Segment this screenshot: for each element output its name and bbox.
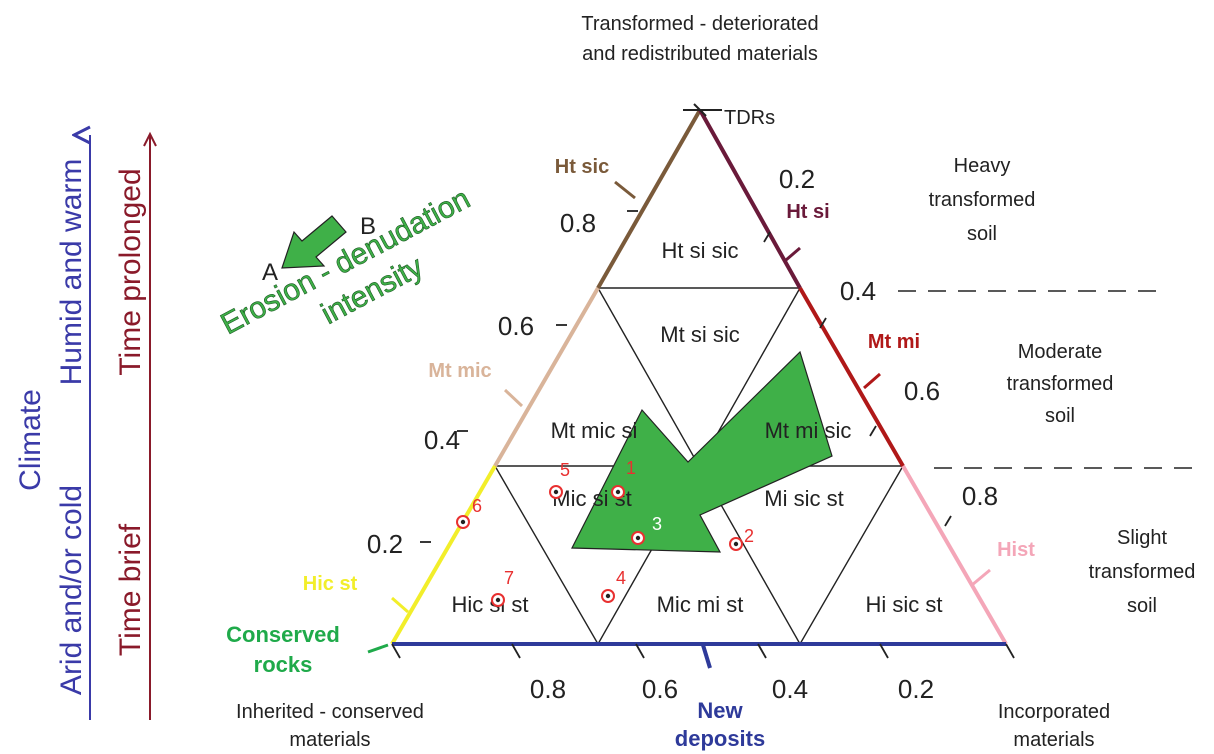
bottom-tick-06: 0.6: [642, 674, 678, 704]
right-tick-06: 0.6: [904, 376, 940, 406]
sample-point-2: 2: [729, 526, 754, 551]
triangle-edges: [390, 109, 1008, 646]
bottom-tick-02: 0.2: [898, 674, 934, 704]
bottom-tick-08: 0.8: [530, 674, 566, 704]
left-tick-08: 0.8: [560, 208, 596, 238]
region-mt-mi-sic: Mt mi sic: [765, 418, 852, 443]
sample-point-5: 5: [549, 460, 570, 499]
conserved-rocks-label-2: rocks: [254, 652, 313, 677]
bottom-tick-04: 0.4: [772, 674, 808, 704]
mt-mi-label: Mt mi: [868, 331, 920, 353]
erosion-label-b: B: [360, 213, 376, 240]
region-hic-si-st: Hic si st: [452, 592, 529, 617]
slight-zone-2: transformed: [1089, 561, 1196, 583]
svg-text:7: 7: [504, 568, 514, 588]
region-mt-si-sic: Mt si sic: [660, 322, 739, 347]
erosion-arrow-icon: [281, 215, 347, 269]
moderate-zone-3: soil: [1045, 405, 1075, 427]
left-tick-04: 0.4: [424, 425, 460, 455]
region-mic-mi-st: Mic mi st: [657, 592, 744, 617]
heavy-zone-2: transformed: [929, 189, 1036, 211]
right-tick-08: 0.8: [962, 481, 998, 511]
time-top-label: Time prolonged: [114, 168, 147, 375]
slight-zone-1: Slight: [1117, 527, 1167, 549]
ht-si-label: Ht si: [786, 201, 829, 223]
svg-text:1: 1: [626, 458, 636, 478]
svg-text:5: 5: [560, 460, 570, 480]
heavy-zone-3: soil: [967, 223, 997, 245]
top-corner-label-1: Transformed - deteriorated: [581, 13, 818, 35]
bottom-right-label-2: materials: [1013, 729, 1094, 751]
conserved-rocks-label-1: Conserved: [226, 622, 340, 647]
new-deposits-label-1: New: [697, 698, 743, 723]
top-mark: [683, 103, 722, 117]
svg-text:4: 4: [616, 568, 626, 588]
sample-points: 1 2 3 4 5 6 7: [456, 458, 754, 607]
climate-label: Climate: [14, 389, 47, 491]
bottom-left-label-1: Inherited - conserved: [236, 701, 424, 723]
top-corner-label-2: and redistributed materials: [582, 43, 818, 65]
left-tick-06: 0.6: [498, 311, 534, 341]
right-tick-04: 0.4: [840, 276, 876, 306]
sample-point-1: 1: [611, 458, 636, 499]
erosion-zone-arrow: [571, 350, 833, 553]
bottom-right-label-1: Incorporated: [998, 701, 1110, 723]
region-hi-sic-st: Hi sic st: [866, 592, 943, 617]
climate-bottom-label: Arid and/or cold: [55, 485, 88, 695]
time-bottom-label: Time brief: [114, 523, 147, 656]
erosion-label-a: A: [262, 259, 278, 286]
bottom-left-label-2: materials: [289, 729, 370, 751]
region-mi-sic-st: Mi sic st: [764, 486, 843, 511]
region-ht-si-sic: Ht si sic: [662, 238, 739, 263]
sample-point-3: 3: [631, 514, 662, 545]
heavy-zone-1: Heavy: [954, 155, 1011, 177]
mt-mic-label: Mt mic: [428, 360, 491, 382]
left-tick-02: 0.2: [367, 529, 403, 559]
svg-text:3: 3: [652, 514, 662, 534]
region-mt-mic-si: Mt mic si: [551, 418, 638, 443]
slight-zone-3: soil: [1127, 595, 1157, 617]
moderate-zone-1: Moderate: [1018, 341, 1103, 363]
hic-st-label: Hic st: [303, 573, 358, 595]
moderate-zone-2: transformed: [1007, 373, 1114, 395]
new-deposits-label-2: deposits: [675, 726, 765, 751]
sample-point-6: 6: [456, 496, 482, 529]
right-tick-02: 0.2: [779, 164, 815, 194]
sample-point-7: 7: [491, 568, 514, 607]
ht-sic-label: Ht sic: [555, 156, 609, 178]
svg-text:6: 6: [472, 496, 482, 516]
climate-top-label: Humid and warm: [55, 159, 88, 386]
hist-label: Hist: [997, 539, 1035, 561]
tdrs-label: TDRs: [724, 107, 775, 129]
sample-point-4: 4: [601, 568, 626, 603]
svg-text:2: 2: [744, 526, 754, 546]
